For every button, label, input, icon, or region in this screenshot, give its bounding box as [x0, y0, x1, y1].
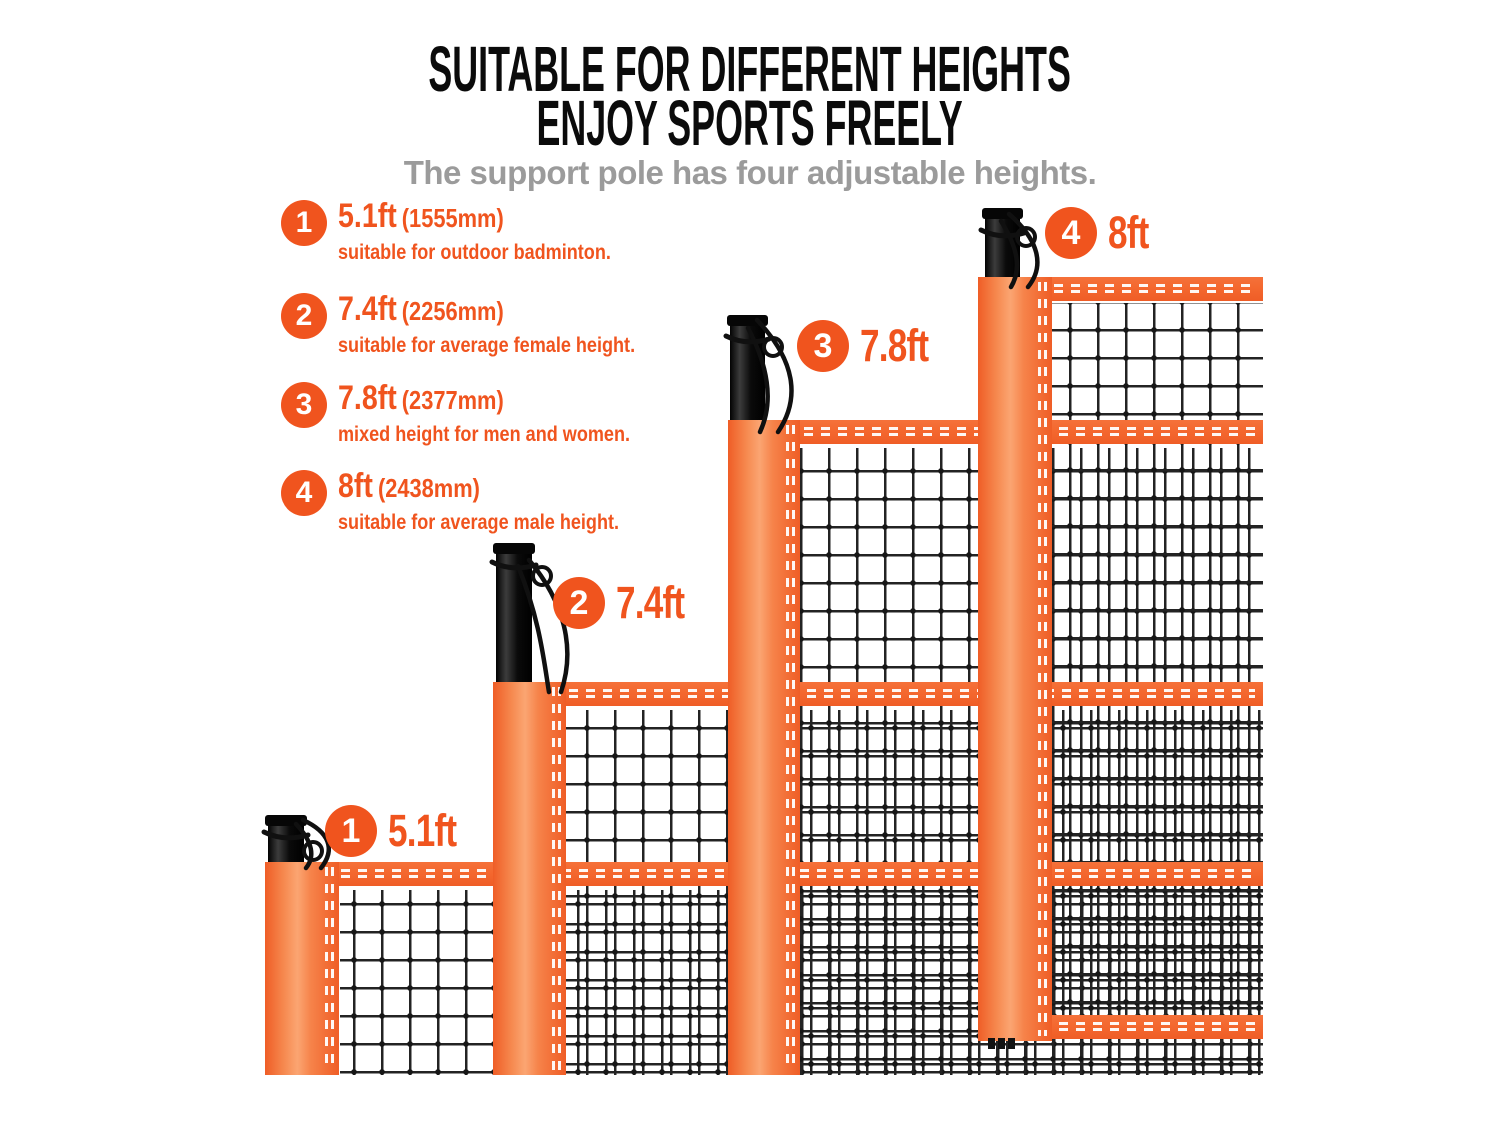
net-label-badge: 2 — [553, 577, 605, 629]
feature-mm: (2256mm) — [401, 296, 504, 326]
subtitle: The support pole has four adjustable hei… — [403, 154, 1097, 191]
pole-foot-4 — [988, 1038, 1016, 1049]
net-label-text: 7.8ft — [860, 320, 929, 371]
net-band-2 — [493, 682, 1263, 706]
net-mesh-4 — [1051, 303, 1263, 1017]
feature-item-1: 1 5.1ft (1555mm) suitable for outdoor bad… — [281, 197, 663, 264]
feature-description: suitable for outdoor badminton. — [338, 240, 611, 264]
feature-number-badge: 1 — [281, 200, 327, 246]
net-sleeve-4 — [978, 277, 1052, 1041]
net-bottom-band-4 — [1051, 1015, 1263, 1039]
feature-description: suitable for average female height. — [338, 333, 636, 357]
net-pole-3 — [727, 315, 768, 430]
net-label-3: 3 7.8ft — [797, 320, 948, 372]
feature-mm: (2377mm) — [401, 385, 504, 415]
net-pole-4 — [982, 208, 1023, 288]
page-title-line-2: ENJOY SPORTS FREELY — [536, 87, 964, 159]
feature-mm: (1555mm) — [401, 203, 504, 233]
net-sleeve-2 — [493, 682, 566, 1075]
net-label-badge: 4 — [1045, 207, 1097, 259]
page-title-line-1: SUITABLE FOR DIFFERENT HEIGHTS — [428, 33, 1072, 105]
feature-description: mixed height for men and women. — [338, 422, 631, 446]
net-pole-2 — [493, 543, 535, 693]
hook-ring-1 — [302, 840, 324, 862]
feature-description: suitable for average male height. — [338, 510, 620, 534]
net-label-1: 1 5.1ft — [325, 805, 476, 857]
net-label-4: 4 8ft — [1045, 207, 1160, 259]
feature-height: 7.8ft — [338, 379, 397, 417]
net-sleeve-1 — [265, 862, 339, 1075]
feature-mm: (2438mm) — [377, 473, 480, 503]
feature-height: 5.1ft — [338, 197, 397, 235]
net-label-2: 2 7.4ft — [553, 577, 704, 629]
feature-item-2: 2 7.4ft (2256mm) suitable for average fem… — [281, 290, 692, 357]
net-label-text: 5.1ft — [388, 805, 457, 856]
net-sleeve-3 — [728, 420, 800, 1075]
feature-height: 8ft — [338, 467, 373, 505]
feature-item-3: 3 7.8ft (2377mm) mixed height for men and… — [281, 379, 686, 446]
net-label-badge: 3 — [797, 320, 849, 372]
feature-item-4: 4 8ft (2438mm) suitable for average male … — [281, 467, 673, 534]
hook-ring-2 — [531, 565, 553, 587]
net-label-text: 7.4ft — [616, 577, 685, 628]
feature-number-badge: 4 — [281, 470, 327, 516]
net-label-text: 8ft — [1108, 207, 1149, 258]
feature-number-badge: 3 — [281, 382, 327, 428]
net-label-badge: 1 — [325, 805, 377, 857]
feature-number-badge: 2 — [281, 293, 327, 339]
header: SUITABLE FOR DIFFERENT HEIGHTS ENJOY SPO… — [0, 33, 1500, 192]
feature-height: 7.4ft — [338, 290, 397, 328]
hook-ring-3 — [762, 336, 784, 358]
